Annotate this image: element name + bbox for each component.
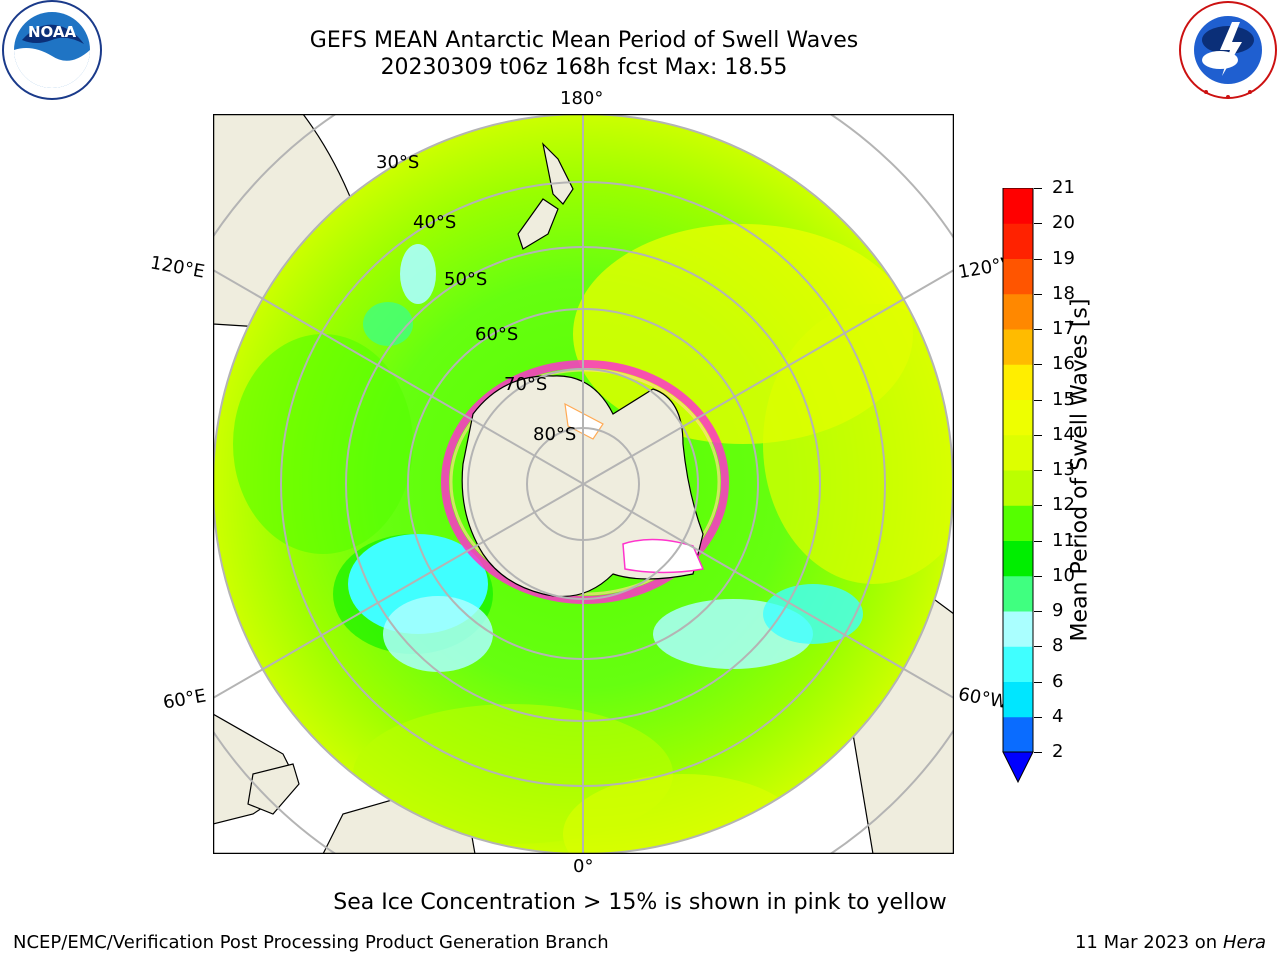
- colorbar-tick-label: 17: [1052, 318, 1075, 339]
- colorbar-tick-label: 18: [1052, 282, 1075, 304]
- colorbar-segment: [1003, 434, 1033, 471]
- colorbar-tick-label: 9: [1052, 600, 1064, 621]
- colorbar-tick-mark: [1034, 752, 1042, 753]
- colorbar-tick-label: 4: [1052, 705, 1064, 727]
- footer-machine: Hera: [1222, 932, 1266, 953]
- colorbar-tick-mark: [1034, 646, 1042, 648]
- chart-title: GEFS MEAN Antarctic Mean Period of Swell…: [309, 28, 859, 53]
- footer-date: 11 Mar 2023 on Hera: [1074, 932, 1266, 953]
- colorbar-tick-label: 19: [1052, 247, 1075, 269]
- lon-label-120e: 120°E: [148, 252, 207, 283]
- colorbar-tick-label: 11: [1052, 529, 1075, 551]
- colorbar-tick-label: 13: [1052, 459, 1075, 480]
- colorbar-tick-label: 2: [1052, 741, 1064, 762]
- colorbar-tick-label: 21: [1052, 177, 1075, 198]
- colorbar: [1002, 188, 1034, 784]
- colorbar-label: Mean Period of Swell Waves [s]: [1067, 298, 1093, 642]
- chart-subtitle: 20230309 t06z 168h fcst Max: 18.55: [380, 55, 788, 80]
- colorbar-tick-mark: [1034, 611, 1042, 612]
- colorbar-extend-arrow: [1002, 751, 1034, 784]
- colorbar-segment: [1003, 293, 1033, 330]
- sea-ice-edge: [441, 360, 729, 604]
- colorbar-segment: [1003, 364, 1033, 400]
- colorbar-segment: [1003, 470, 1033, 506]
- lat-label-70s: 70°S: [504, 374, 548, 395]
- colorbar-segment: [1003, 505, 1033, 541]
- lat-label-60s: 60°S: [475, 324, 519, 345]
- colorbar-tick-mark: [1034, 293, 1042, 295]
- colorbar-tick-label: 20: [1052, 212, 1075, 234]
- colorbar-tick-label: 14: [1052, 423, 1075, 445]
- colorbar-tick-mark: [1034, 540, 1042, 542]
- colorbar-segment: [1003, 399, 1033, 436]
- footer-credit: NCEP/EMC/Verification Post Processing Pr…: [13, 932, 609, 953]
- colorbar-tick-mark: [1034, 470, 1042, 471]
- colorbar-tick-label: 8: [1052, 635, 1064, 657]
- lon-label-180: 180°: [560, 88, 604, 109]
- lat-label-40s: 40°S: [413, 212, 457, 233]
- colorbar-segment: [1003, 188, 1033, 224]
- polar-map: [213, 114, 954, 854]
- colorbar-tick-label: 15: [1052, 388, 1075, 410]
- madagascar-landmass: [247, 763, 300, 815]
- colorbar-tick-mark: [1034, 575, 1042, 577]
- colorbar-segment: [1003, 716, 1033, 753]
- colorbar-tick-mark: [1034, 434, 1042, 436]
- colorbar-segment: [1003, 681, 1033, 718]
- colorbar-segment: [1003, 258, 1033, 295]
- colorbar-tick-mark: [1034, 716, 1042, 718]
- colorbar-segment: [1003, 223, 1033, 259]
- sea-ice-note: Sea Ice Concentration > 15% is shown in …: [333, 890, 947, 915]
- colorbar-segment: [1003, 575, 1033, 612]
- colorbar-tick-mark: [1034, 399, 1042, 401]
- lat-label-30s: 30°S: [376, 152, 420, 173]
- colorbar-segment: [1003, 329, 1033, 365]
- colorbar-tick-mark: [1034, 258, 1042, 260]
- colorbar-tick-label: 6: [1052, 670, 1064, 692]
- colorbar-tick-mark: [1034, 188, 1042, 189]
- colorbar-tick-mark: [1034, 505, 1042, 507]
- lon-label-0: 0°: [573, 856, 594, 877]
- noaa-logo-text: NOAA: [28, 23, 77, 41]
- lon-label-60e: 60°E: [161, 685, 208, 714]
- colorbar-tick-label: 12: [1052, 494, 1075, 516]
- colorbar-tick-mark: [1034, 364, 1042, 366]
- nws-logo: [1179, 1, 1277, 99]
- new-zealand-landmass: [517, 142, 574, 250]
- colorbar-segment: [1003, 540, 1033, 577]
- colorbar-segment: [1003, 646, 1033, 682]
- noaa-logo: NOAA: [2, 0, 102, 100]
- colorbar-tick-mark: [1034, 681, 1042, 683]
- colorbar-tick-mark: [1034, 223, 1042, 225]
- lat-label-50s: 50°S: [444, 269, 488, 290]
- colorbar-tick-label: 16: [1052, 353, 1075, 375]
- colorbar-tick-mark: [1034, 329, 1042, 330]
- colorbar-segment: [1003, 611, 1033, 647]
- colorbar-tick-label: 10: [1052, 564, 1075, 586]
- colorbar-border: [1002, 188, 1034, 753]
- lat-label-80s: 80°S: [533, 424, 577, 445]
